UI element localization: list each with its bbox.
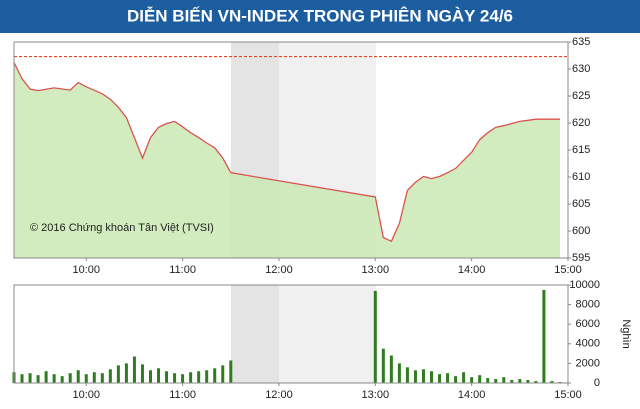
y-tick-label: 615 — [572, 144, 590, 156]
bar — [478, 375, 482, 383]
y-tick-label: 6000 — [576, 318, 600, 330]
bar — [413, 370, 417, 383]
bar — [446, 373, 450, 383]
y-tick-label: 600 — [572, 225, 590, 237]
bar — [68, 373, 72, 383]
y-tick-label: 8000 — [576, 299, 600, 311]
bar — [124, 363, 128, 383]
x-tick-label: 12:00 — [265, 264, 293, 276]
bar — [60, 376, 64, 383]
bar — [430, 371, 434, 383]
bar — [454, 376, 458, 383]
x-tick-label: 15:00 — [554, 264, 582, 276]
x-tick-label: 14:00 — [458, 264, 486, 276]
bar — [510, 380, 514, 383]
x-tick-label: 12:00 — [265, 389, 293, 401]
y-tick-label: 630 — [572, 63, 590, 75]
bar — [173, 373, 177, 383]
bar — [165, 371, 169, 383]
bar — [502, 377, 506, 383]
bar — [494, 379, 498, 383]
x-tick-label: 13:00 — [362, 264, 390, 276]
bar — [229, 360, 233, 383]
bar — [52, 374, 56, 383]
bar — [76, 370, 80, 383]
bar — [486, 378, 490, 383]
x-tick-label: 13:00 — [362, 389, 390, 401]
x-tick-label: 14:00 — [458, 389, 486, 401]
x-tick-label: 10:00 — [72, 389, 100, 401]
bar — [550, 381, 554, 383]
bar — [542, 289, 546, 383]
bar — [373, 290, 377, 383]
title-banner — [0, 0, 640, 33]
bar — [28, 373, 32, 383]
x-tick-label: 15:00 — [554, 389, 582, 401]
chart-title: DIỄN BIẾN VN-INDEX TRONG PHIÊN NGÀY 24/6 — [127, 6, 513, 25]
bar — [381, 348, 385, 383]
bar — [157, 368, 161, 383]
y-tick-label: 2000 — [576, 357, 600, 369]
bar — [36, 375, 40, 383]
y-tick-label: 0 — [594, 377, 600, 389]
line — [13, 62, 560, 243]
y-tick-label: 595 — [572, 252, 590, 264]
bar — [20, 374, 24, 383]
y-tick-label: 4000 — [576, 338, 600, 350]
bar — [221, 365, 225, 383]
bar — [438, 374, 442, 383]
bar — [205, 370, 209, 383]
plot-frame — [13, 284, 569, 384]
bar — [148, 370, 152, 383]
bar — [132, 356, 136, 383]
break-band — [279, 285, 376, 383]
y-tick-label: 610 — [572, 171, 590, 183]
bar — [181, 374, 185, 383]
bar — [44, 371, 48, 383]
bar — [421, 369, 425, 383]
y-tick-label: 605 — [572, 198, 590, 210]
bar — [92, 372, 96, 383]
break-band — [231, 285, 279, 383]
bar — [534, 381, 538, 383]
y-axis-label: Nghìn — [620, 319, 632, 348]
bar — [470, 377, 474, 383]
bar — [84, 374, 88, 383]
bar — [526, 380, 530, 383]
bar — [108, 369, 112, 383]
bar — [189, 372, 193, 383]
y-tick-label: 625 — [572, 90, 590, 102]
bar — [462, 372, 466, 383]
plots — [12, 55, 568, 383]
x-tick-label: 10:00 — [72, 264, 100, 276]
y-tick-label: 620 — [572, 117, 590, 129]
bar — [518, 379, 522, 383]
y-tick-label: 10000 — [569, 279, 600, 291]
bar — [389, 355, 393, 383]
bar — [140, 364, 144, 383]
bar — [405, 367, 409, 383]
bar — [213, 368, 217, 383]
area — [14, 62, 560, 258]
annotation: © 2016 Chứng khoán Tân Việt (TVSI) — [30, 222, 214, 234]
bar — [397, 363, 401, 383]
x-tick-label: 11:00 — [169, 264, 196, 276]
x-tick-label: 11:00 — [169, 389, 196, 401]
bar — [197, 371, 201, 383]
bar — [100, 373, 104, 383]
bar — [116, 365, 120, 383]
y-tick-label: 635 — [572, 36, 590, 48]
